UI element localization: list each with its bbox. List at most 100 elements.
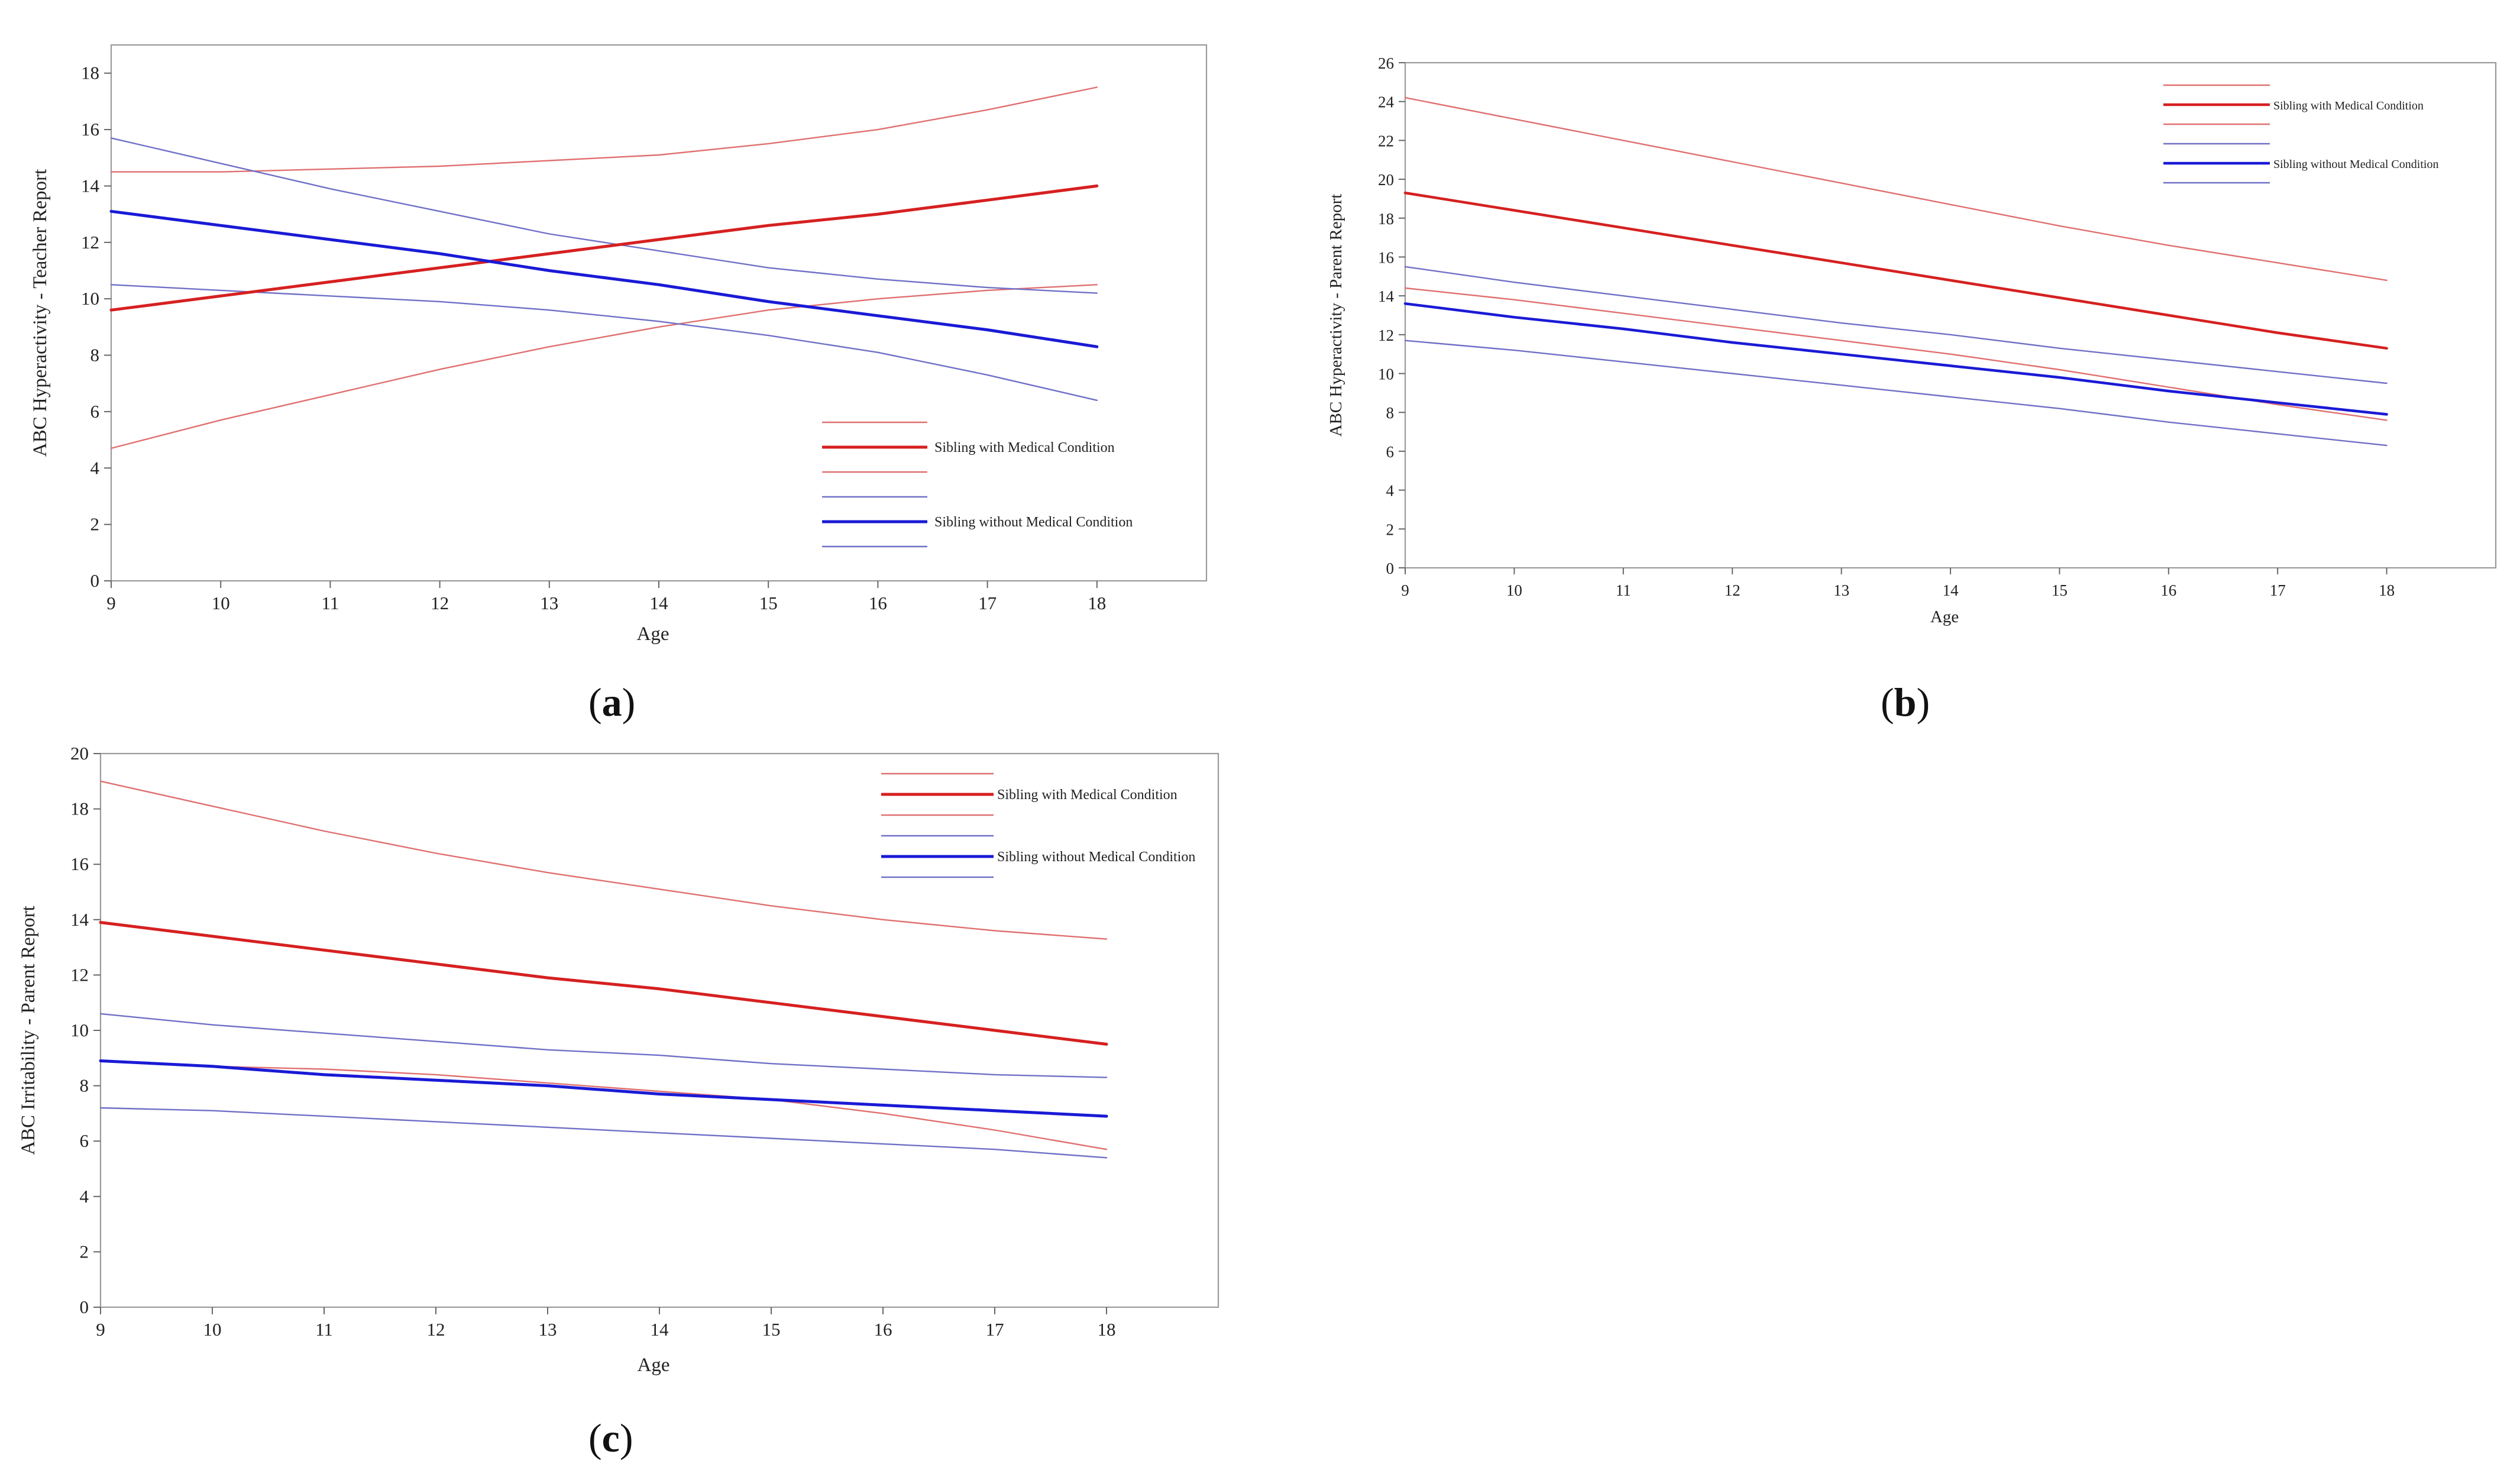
y-tick-label: 26 (1378, 54, 1394, 72)
x-tick-label: 12 (1725, 581, 1741, 599)
legend-label: Sibling with Medical Condition (2273, 99, 2424, 112)
y-tick-label: 20 (1378, 171, 1394, 189)
series-line-without-mean (1403, 302, 2388, 416)
chart-panel-a: 0 2 4 6 8 10 12 14 16 18 9 10 11 12 13 14 15 16 17 18 Age ABC… (0, 0, 1248, 725)
x-tick-label: 9 (96, 1319, 105, 1340)
legend-label: Sibling with Medical Condition (997, 787, 1177, 803)
y-axis-title: ABC Irritability - Parent Report (18, 906, 39, 1155)
y-tick-label: 16 (70, 854, 89, 874)
y-tick-label: 4 (90, 457, 100, 478)
y-tick-label: 0 (80, 1297, 89, 1317)
y-tick-label: 6 (80, 1130, 89, 1151)
series-line-without-upper (1404, 266, 2388, 384)
plot-frame-b (1404, 62, 2497, 569)
chart-a: 0 2 4 6 8 10 12 14 16 18 9 10 11 12 13 14 15 16 17 18 Age ABC… (30, 44, 1208, 645)
x-tick-label: 18 (2379, 581, 2395, 599)
x-tick-label: 13 (540, 593, 558, 613)
y-tick-label: 22 (1378, 132, 1394, 150)
series-line-with-lower (110, 284, 1098, 450)
y-tick-label: 4 (80, 1186, 89, 1207)
y-tick-label: 0 (90, 570, 100, 591)
y-tick-label: 4 (1386, 482, 1395, 500)
x-tick-label: 12 (431, 593, 449, 613)
y-tick-label: 12 (70, 964, 89, 985)
y-axis-title: ABC Hyperactivity - Parent Report (1327, 194, 1345, 437)
chart-c: 0 2 4 6 8 10 12 14 16 18 20 9 10 11 12 13 14 15 16 17 18 Age A… (18, 743, 1219, 1376)
y-tick-label: 8 (80, 1075, 89, 1096)
y-tick-label: 14 (81, 175, 100, 196)
y-tick-label: 2 (80, 1241, 89, 1262)
series-line-with-mean (1403, 191, 2388, 350)
x-tick-label: 18 (1098, 1319, 1116, 1340)
y-tick-label: 24 (1378, 93, 1395, 111)
x-tick-label: 9 (106, 593, 116, 613)
legend-b: Sibling with Medical Condition Sibling wi… (2163, 84, 2438, 184)
x-tick-label: 15 (759, 593, 778, 613)
y-tick-label: 18 (1378, 210, 1394, 228)
plot-frame-c (99, 752, 1219, 1308)
caption-c: (c) (588, 1415, 633, 1460)
series-line-with-mean (109, 184, 1099, 312)
x-tick-label: 18 (1088, 593, 1106, 613)
y-tick-label: 20 (70, 743, 89, 764)
y-tick-label: 6 (90, 401, 100, 422)
series-line-without-upper (99, 1013, 1108, 1078)
y-tick-label: 16 (81, 119, 99, 140)
series-line-with-upper (110, 86, 1098, 173)
plot-frame-a (110, 44, 1208, 582)
x-tick-label: 15 (762, 1319, 781, 1340)
x-tick-label: 12 (427, 1319, 445, 1340)
y-tick-label: 2 (90, 514, 100, 535)
chart-panel-c: 0 2 4 6 8 10 12 14 16 18 20 9 10 11 12 13 14 15 16 17 18 Age A… (0, 733, 1248, 1474)
caption-b: (b) (1881, 680, 1930, 725)
legend-label: Sibling with Medical Condition (934, 440, 1115, 455)
x-tick-label: 17 (986, 1319, 1004, 1340)
x-tick-label: 13 (539, 1319, 557, 1340)
x-tick-label: 14 (651, 1319, 669, 1340)
series-line-without-upper (110, 137, 1098, 294)
legend-a: Sibling with Medical Condition Sibling wi… (822, 421, 1133, 548)
y-tick-label: 10 (1378, 366, 1394, 383)
y-tick-label: 16 (1378, 248, 1394, 266)
series-line-with-mean (99, 921, 1108, 1046)
y-tick-label: 8 (1386, 404, 1395, 422)
y-tick-label: 8 (90, 345, 100, 366)
series-line-without-lower (1404, 340, 2388, 447)
y-tick-label: 10 (70, 1020, 89, 1040)
y-tick-label: 18 (70, 799, 89, 819)
x-tick-label: 10 (1506, 581, 1522, 599)
series-line-with-lower (99, 1060, 1108, 1150)
x-tick-label: 11 (1616, 581, 1631, 599)
y-tick-label: 12 (1378, 327, 1394, 344)
legend-c: Sibling with Medical Condition Sibling wi… (881, 772, 1195, 878)
x-tick-label: 16 (2160, 581, 2176, 599)
y-axis-title: ABC Hyperactivity - Teacher Report (30, 169, 51, 457)
x-tick-label: 11 (321, 593, 339, 613)
legend-label: Sibling without Medical Condition (997, 849, 1195, 865)
series-line-without-lower (99, 1107, 1108, 1159)
x-tick-label: 9 (1401, 581, 1409, 599)
legend-label: Sibling without Medical Condition (934, 515, 1133, 530)
x-axis-title: Age (637, 623, 669, 645)
x-tick-label: 17 (2270, 581, 2286, 599)
x-tick-label: 10 (203, 1319, 222, 1340)
y-tick-label: 12 (81, 232, 99, 253)
x-tick-label: 10 (212, 593, 230, 613)
chart-panel-b: 0 2 4 6 8 10 12 14 16 18 20 22 24 26 9 10 11 12 13 14 15 16 17… (1301, 0, 2520, 725)
y-tick-label: 14 (1378, 287, 1395, 305)
y-tick-label: 0 (1386, 560, 1395, 577)
x-tick-label: 16 (874, 1319, 892, 1340)
series-line-with-upper (99, 780, 1108, 940)
series-line-without-mean (99, 1059, 1108, 1118)
x-tick-label: 14 (1943, 581, 1959, 599)
x-tick-label: 11 (315, 1319, 333, 1340)
x-tick-label: 15 (2052, 581, 2068, 599)
y-tick-label: 14 (70, 909, 89, 930)
legend-label: Sibling without Medical Condition (2273, 158, 2438, 171)
y-tick-label: 10 (81, 288, 99, 309)
x-tick-label: 17 (978, 593, 997, 613)
x-tick-label: 16 (869, 593, 887, 613)
series-line-with-upper (1404, 96, 2388, 282)
caption-a: (a) (588, 680, 636, 725)
